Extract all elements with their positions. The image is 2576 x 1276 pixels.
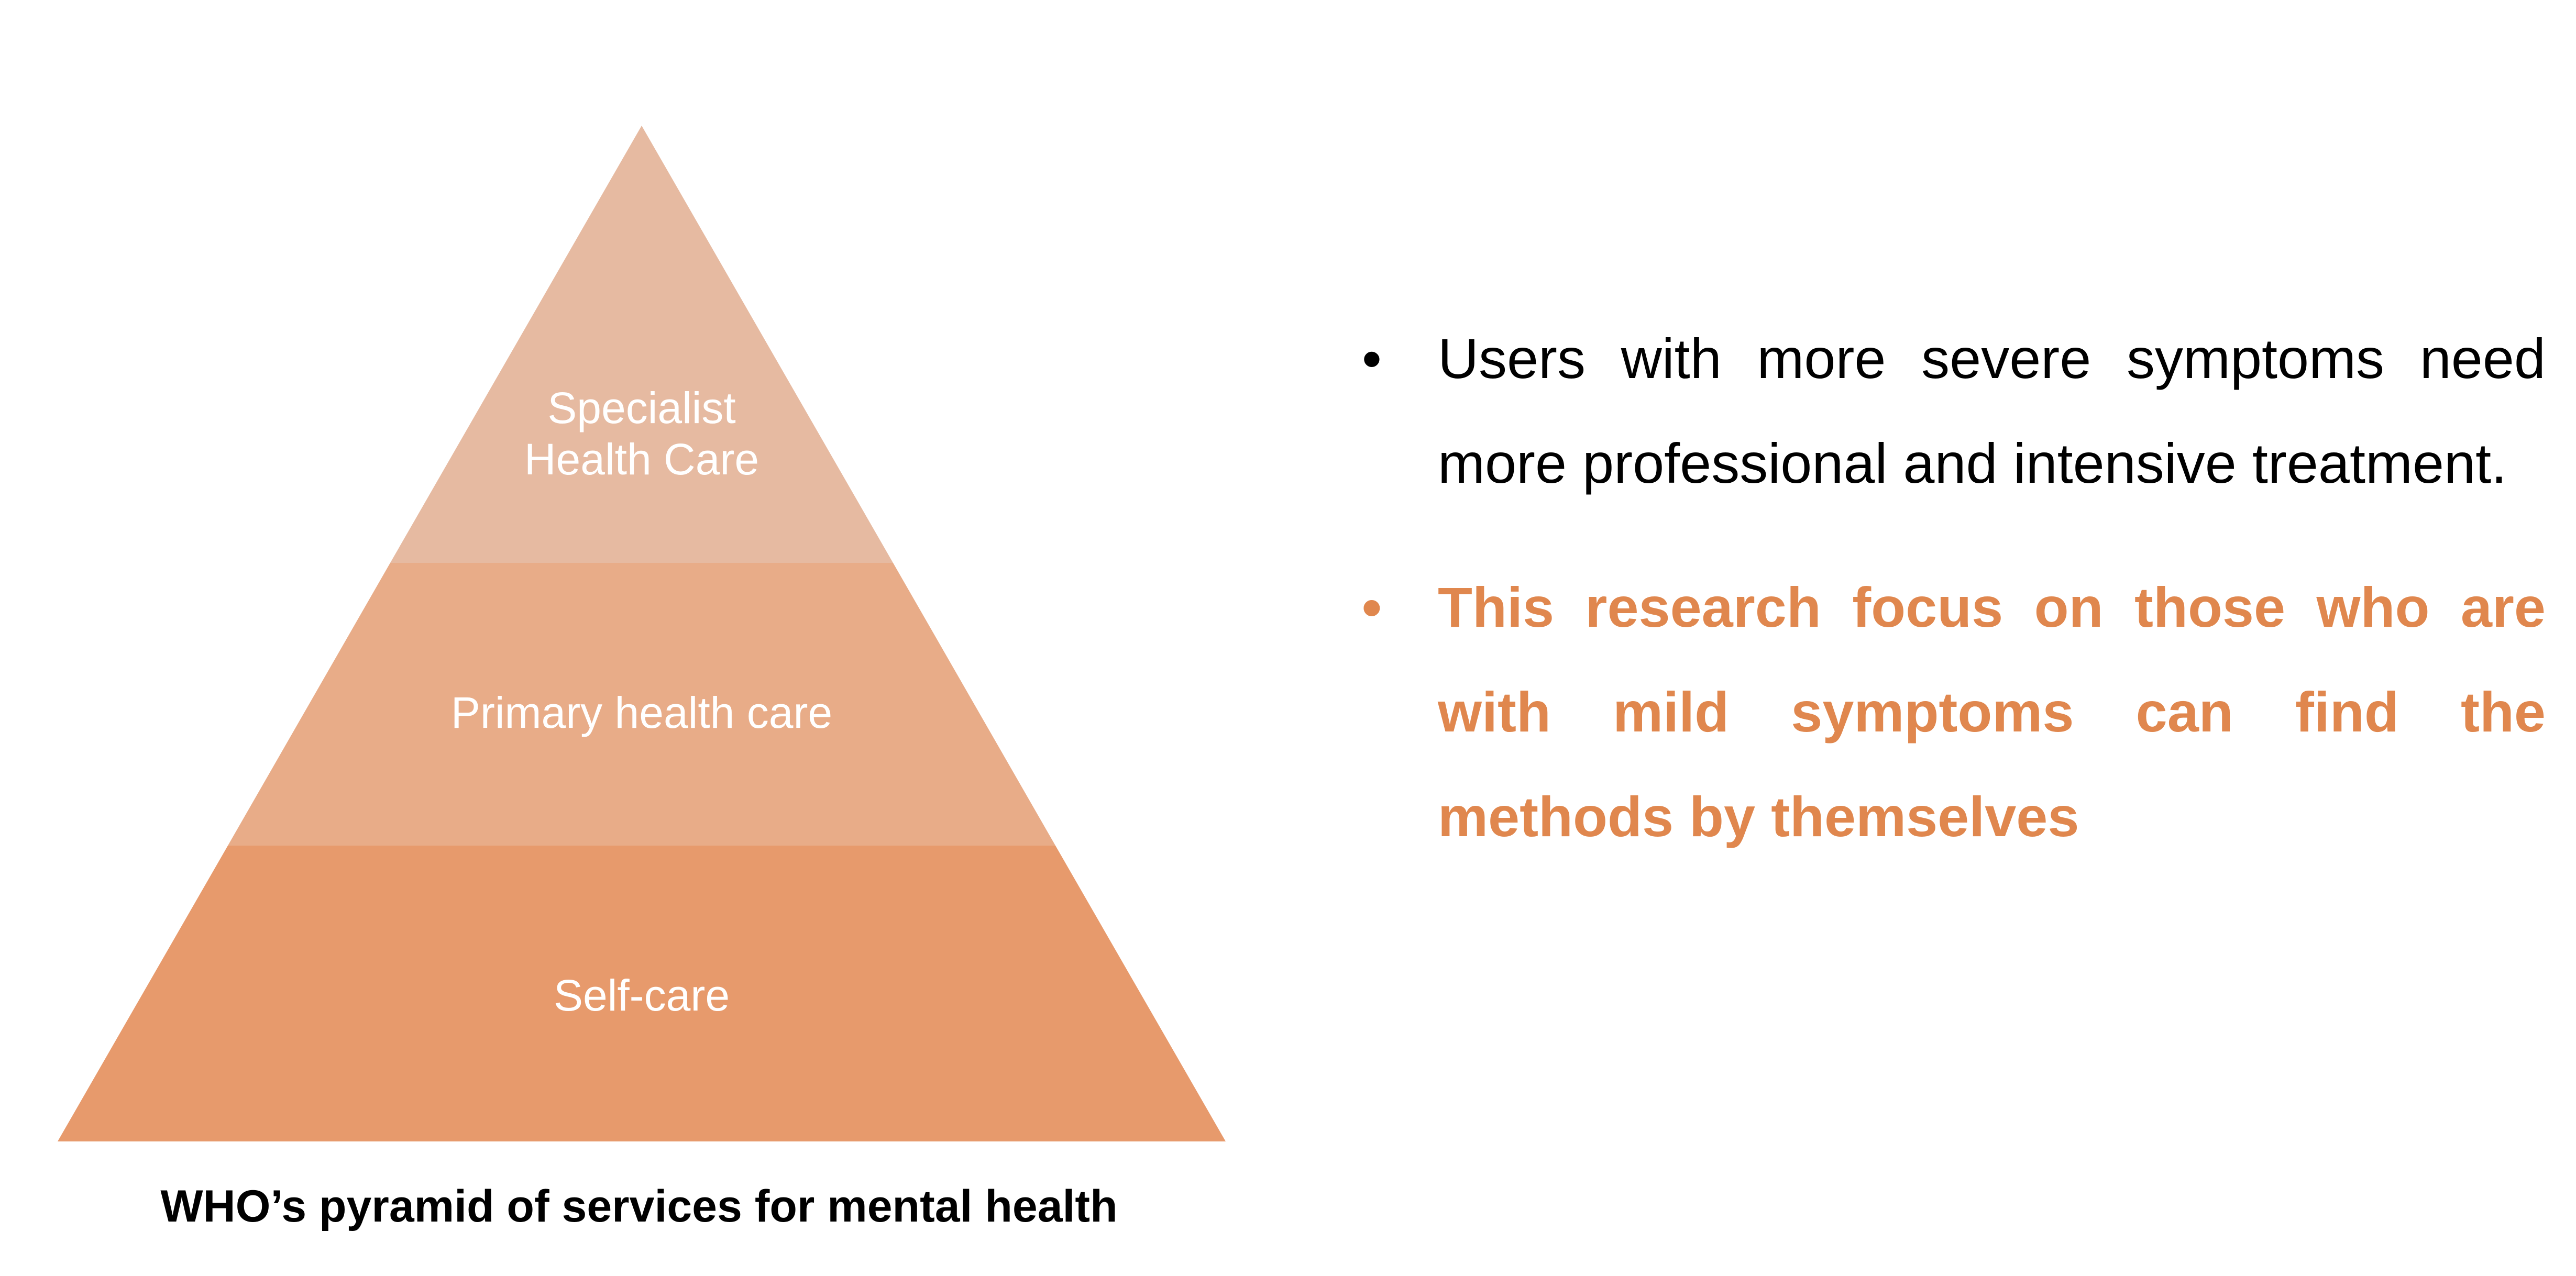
bullet-list: • Users with more severe symptoms need m… xyxy=(1362,306,2546,908)
bullet-text: This research focus on those who are wit… xyxy=(1438,575,2546,848)
bullet-item-research-focus: • This research focus on those who are w… xyxy=(1362,555,2546,869)
mental-health-pyramid: Specialist Health Care Primary health ca… xyxy=(58,126,1226,1141)
tier-specialist-label-line-1: Specialist xyxy=(547,383,736,432)
tier-primary-label: Primary health care xyxy=(451,688,832,737)
tier-self-care xyxy=(58,846,1226,1141)
bullet-marker: • xyxy=(1362,575,1382,639)
tier-specialist-label-line-2: Health Care xyxy=(524,435,759,484)
tier-self-care-label: Self-care xyxy=(554,971,730,1020)
bullet-marker: • xyxy=(1362,327,1382,390)
bullet-item-severe-symptoms: • Users with more severe symptoms need m… xyxy=(1362,306,2546,516)
pyramid-caption: WHO’s pyramid of services for mental hea… xyxy=(160,1181,1118,1231)
tier-specialist-health-care xyxy=(390,126,893,563)
tier-primary-health-care xyxy=(228,563,1055,846)
bullet-text: Users with more severe symptoms need mor… xyxy=(1438,327,2546,495)
